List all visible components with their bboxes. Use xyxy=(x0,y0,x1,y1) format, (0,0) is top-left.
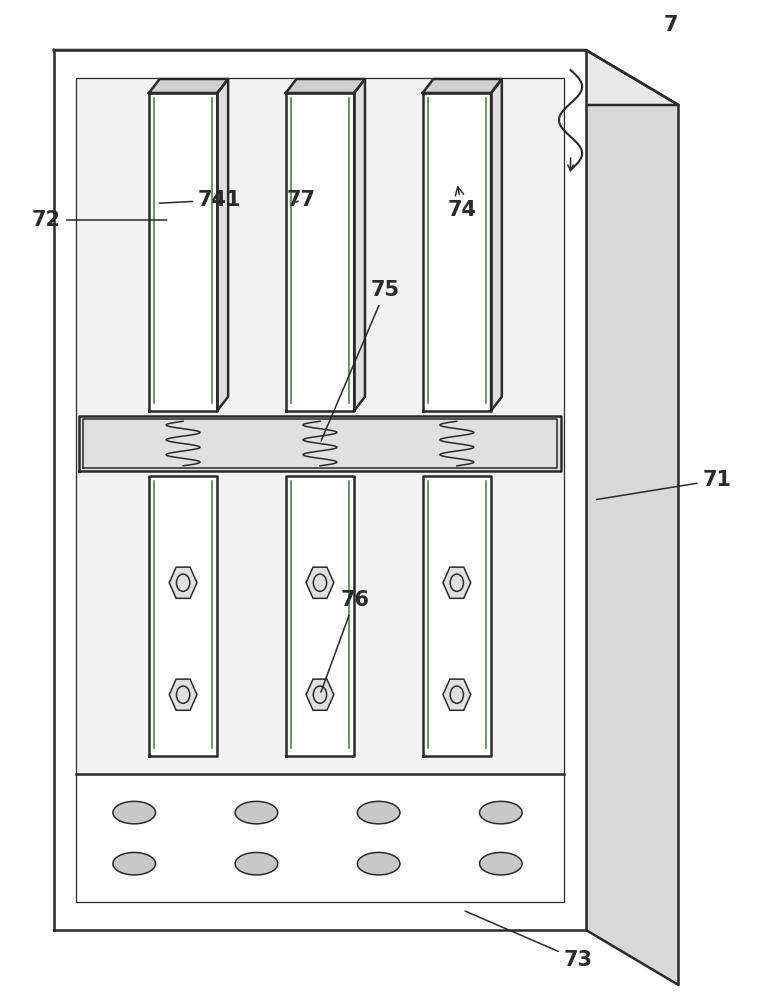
Ellipse shape xyxy=(235,801,278,824)
Text: 74: 74 xyxy=(448,187,477,220)
Polygon shape xyxy=(149,476,217,756)
Text: 7: 7 xyxy=(664,15,678,35)
Text: 741: 741 xyxy=(160,190,241,210)
Polygon shape xyxy=(79,416,561,471)
Polygon shape xyxy=(286,476,354,756)
Ellipse shape xyxy=(480,801,522,824)
Ellipse shape xyxy=(113,801,156,824)
Text: 77: 77 xyxy=(286,190,315,210)
Text: 71: 71 xyxy=(597,470,732,500)
Polygon shape xyxy=(491,79,502,411)
Polygon shape xyxy=(76,78,564,774)
Ellipse shape xyxy=(113,852,156,875)
Polygon shape xyxy=(54,50,586,930)
Polygon shape xyxy=(54,50,678,105)
Polygon shape xyxy=(217,79,228,411)
Text: 72: 72 xyxy=(32,210,167,230)
Polygon shape xyxy=(423,476,491,756)
Polygon shape xyxy=(286,93,354,411)
Ellipse shape xyxy=(235,852,278,875)
Text: 73: 73 xyxy=(465,911,593,970)
Polygon shape xyxy=(423,93,491,411)
Polygon shape xyxy=(354,79,365,411)
Ellipse shape xyxy=(480,852,522,875)
Ellipse shape xyxy=(357,852,400,875)
Polygon shape xyxy=(149,93,217,411)
Polygon shape xyxy=(586,50,678,985)
Polygon shape xyxy=(286,79,365,93)
Polygon shape xyxy=(149,79,228,93)
Polygon shape xyxy=(423,79,502,93)
Ellipse shape xyxy=(357,801,400,824)
Text: 75: 75 xyxy=(321,280,400,441)
Text: 76: 76 xyxy=(321,590,369,692)
